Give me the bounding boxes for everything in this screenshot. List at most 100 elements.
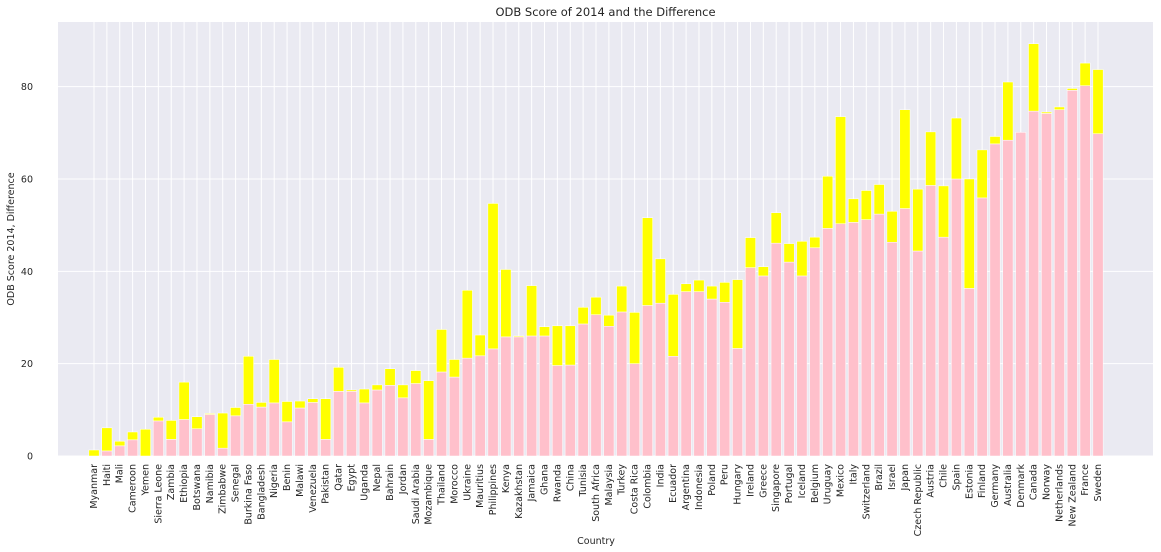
bar-difference: [938, 185, 949, 238]
bar-difference: [320, 398, 332, 440]
bar-difference: [526, 285, 538, 337]
bar-base: [346, 391, 357, 457]
bar-base: [513, 336, 525, 457]
bar-base: [423, 439, 435, 457]
bar-base: [1015, 132, 1027, 457]
bar-difference: [539, 326, 550, 337]
x-tick-label: Germany: [990, 464, 1001, 508]
bar-base: [127, 439, 139, 457]
bar-base: [500, 336, 512, 457]
bar-difference: [1002, 81, 1014, 141]
x-tick-label: Switzerland: [861, 464, 872, 519]
bar-base: [474, 355, 486, 457]
bar-difference: [101, 427, 113, 452]
bar-base: [114, 445, 126, 457]
bar-base: [384, 385, 396, 457]
bar-base: [191, 428, 203, 457]
x-tick-label: Ireland: [745, 464, 756, 497]
x-tick-label: Egypt: [346, 464, 357, 492]
x-tick-label: Netherlands: [1054, 464, 1065, 522]
x-tick-label: Rwanda: [552, 464, 563, 502]
x-tick-label: Cameroon: [128, 464, 139, 513]
bar-difference: [757, 266, 769, 277]
x-tick-label: Zimbabwe: [218, 464, 229, 514]
bar-base: [642, 305, 653, 457]
x-tick-label: Botswana: [192, 464, 203, 510]
bar-difference: [1041, 111, 1052, 114]
bar-difference: [667, 294, 679, 357]
bar-difference: [835, 116, 846, 225]
bar-difference: [693, 279, 705, 292]
bar-difference: [809, 236, 821, 249]
bar-difference: [513, 335, 525, 338]
x-tick-label: Senegal: [231, 464, 242, 502]
x-tick-label: Tunisia: [578, 464, 589, 497]
x-tick-label: Ethiopia: [179, 464, 190, 503]
y-tick-label: 60: [21, 174, 33, 185]
bar-difference: [564, 325, 576, 366]
x-tick-label: Nepal: [372, 464, 383, 491]
x-tick-label: Ukraine: [462, 464, 473, 501]
bar-difference: [1079, 62, 1091, 86]
bar-difference: [217, 412, 229, 449]
x-tick-label: Colombia: [642, 464, 653, 509]
x-tick-label: Morocco: [449, 464, 460, 504]
bars-group: [88, 43, 1104, 457]
x-tick-label: Greece: [758, 464, 769, 498]
bar-difference: [989, 136, 1001, 145]
bar-base: [848, 222, 859, 457]
x-tick-label: Belgium: [810, 464, 821, 503]
bar-base: [706, 298, 718, 457]
x-tick-label: Mauritius: [475, 464, 486, 508]
bar-base: [822, 228, 834, 457]
bar-base: [770, 242, 782, 457]
x-tick-label: Malawi: [295, 464, 306, 497]
bar-difference: [783, 243, 795, 263]
bar-difference: [551, 325, 563, 366]
y-tick-label: 20: [21, 359, 33, 370]
bar-base: [101, 450, 113, 457]
bar-difference: [384, 368, 396, 386]
bar-base: [255, 406, 267, 457]
x-tick-label: Argentina: [681, 464, 692, 510]
bar-base: [551, 365, 563, 457]
bar-base: [410, 383, 422, 457]
x-tick-label: Poland: [707, 464, 718, 496]
x-tick-label: Haiti: [102, 464, 113, 486]
x-tick-label: Finland: [977, 464, 988, 498]
x-tick-label: Philippines: [488, 464, 499, 515]
x-tick-label: Norway: [1042, 464, 1053, 500]
bar-base: [989, 143, 1001, 457]
bar-difference: [281, 401, 293, 423]
x-tick-label: Jordan: [398, 464, 409, 495]
bar-difference: [127, 431, 139, 441]
x-tick-label: Burkina Faso: [243, 464, 254, 525]
bar-base: [796, 275, 808, 457]
bar-base: [783, 261, 795, 457]
bar-difference: [410, 370, 422, 384]
bar-difference: [191, 416, 203, 430]
x-tick-label: Turkey: [617, 464, 628, 496]
x-tick-label: Indonesia: [694, 464, 705, 510]
bar-base: [809, 247, 821, 457]
x-tick-label: Brazil: [874, 464, 885, 491]
bar-difference: [346, 389, 357, 392]
bar-base: [873, 213, 885, 457]
x-tick-label: Mali: [115, 464, 126, 483]
bar-base: [590, 314, 602, 457]
bar-base: [938, 236, 949, 457]
bar-base: [397, 397, 409, 457]
bar-difference: [423, 380, 435, 440]
x-tick-label: Ecuador: [668, 464, 679, 503]
bar-difference: [461, 289, 473, 359]
bar-base: [732, 348, 743, 457]
bar-base: [629, 363, 641, 457]
x-tick-label: Costa Rica: [630, 464, 641, 514]
y-axis-label: ODB Score 2014, Difference: [6, 172, 17, 305]
bar-difference: [165, 420, 177, 440]
x-tick-label: Malaysia: [604, 464, 615, 506]
bar-base: [577, 323, 589, 457]
bar-base: [217, 447, 229, 457]
bar-base: [436, 371, 447, 457]
x-tick-label: Hungary: [733, 464, 744, 505]
